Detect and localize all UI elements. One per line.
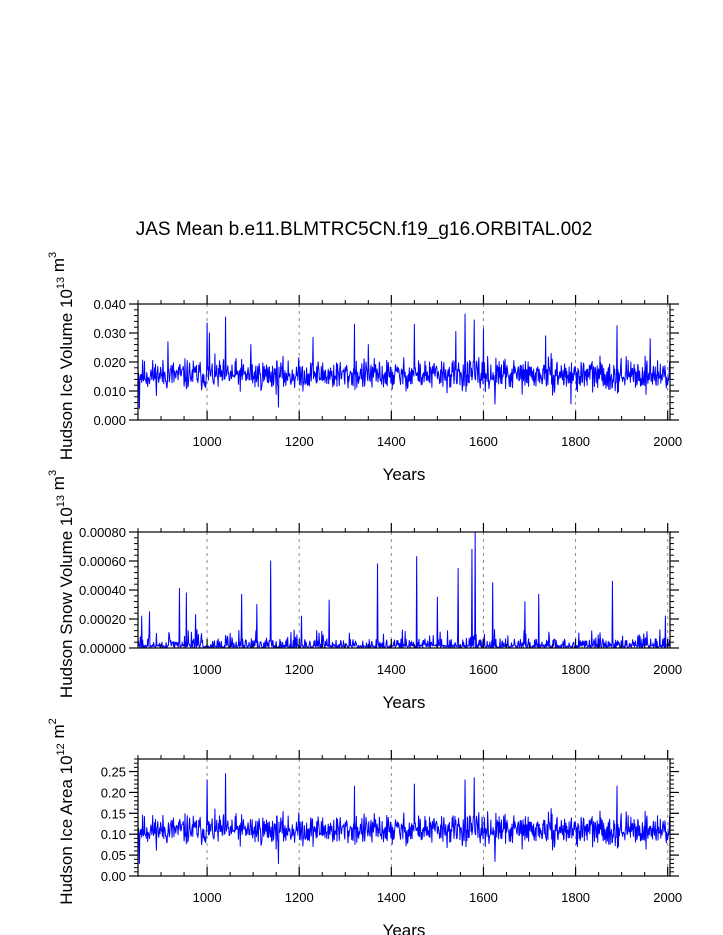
x-tick-label: 1800 (561, 662, 590, 677)
x-tick-label: 2000 (653, 662, 682, 677)
y-tick-label: 0.15 (101, 806, 126, 821)
y-tick-label: 0.10 (101, 827, 126, 842)
x-tick-label: 2000 (653, 890, 682, 905)
x-tick-label: 1200 (285, 890, 314, 905)
x-axis-title: Years (383, 465, 426, 484)
chart-title: JAS Mean b.e11.BLMTRC5CN.f19_g16.ORBITAL… (136, 219, 593, 240)
y-tick-label: 0.00020 (79, 612, 126, 627)
chart-panel-3: 1000 1200 1400 1600 1800 2000 0.00 0.05 0.10 0.15… (47, 718, 682, 935)
x-tick-label: 1200 (285, 434, 314, 449)
y-axis-title: Hudson Ice Volume 1013 m3 (47, 252, 76, 460)
series-line (137, 313, 671, 409)
x-tick-label: 1400 (377, 434, 406, 449)
y-tick-label: 0.00040 (79, 583, 126, 598)
x-tick-label: 1800 (561, 890, 590, 905)
x-tick-label: 1600 (469, 662, 498, 677)
y-tick-label: 0.05 (101, 848, 126, 863)
chart-panel-1: 1000 1200 1400 1600 1800 2000 0.000 0.010 0.020 0… (47, 252, 682, 484)
chart-panel-2: 1000 1200 1400 1600 1800 2000 0.00000 0.00020 0.… (47, 470, 682, 712)
y-tick-label: 0.20 (101, 785, 126, 800)
x-tick-label: 1400 (377, 890, 406, 905)
y-tick-label: 0.00000 (79, 641, 126, 656)
x-tick-label: 1200 (285, 662, 314, 677)
x-tick-label: 2000 (653, 434, 682, 449)
y-axis-title: Hudson Snow Volume 1013 m3 (47, 470, 76, 698)
x-axis-title: Years (383, 693, 426, 712)
plot-frame (137, 531, 671, 649)
y-tick-label: 0.000 (93, 413, 126, 428)
y-axis-title: Hudson Ice Area 1012 m2 (47, 718, 76, 905)
x-tick-label: 1800 (561, 434, 590, 449)
y-tick-label: 0.00060 (79, 554, 126, 569)
x-tick-label: 1400 (377, 662, 406, 677)
x-tick-label: 1000 (193, 890, 222, 905)
x-tick-label: 1600 (469, 434, 498, 449)
y-tick-label: 0.010 (93, 384, 126, 399)
y-tick-label: 0.020 (93, 355, 126, 370)
x-tick-label: 1000 (193, 662, 222, 677)
series-line (137, 531, 671, 649)
y-tick-label: 0.00080 (79, 525, 126, 540)
y-tick-label: 0.25 (101, 765, 126, 780)
x-axis-title: Years (383, 921, 426, 935)
y-tick-label: 0.040 (93, 297, 126, 312)
x-tick-label: 1600 (469, 890, 498, 905)
x-tick-label: 1000 (193, 434, 222, 449)
y-tick-label: 0.00 (101, 869, 126, 884)
series-line (137, 773, 671, 864)
y-tick-label: 0.030 (93, 326, 126, 341)
